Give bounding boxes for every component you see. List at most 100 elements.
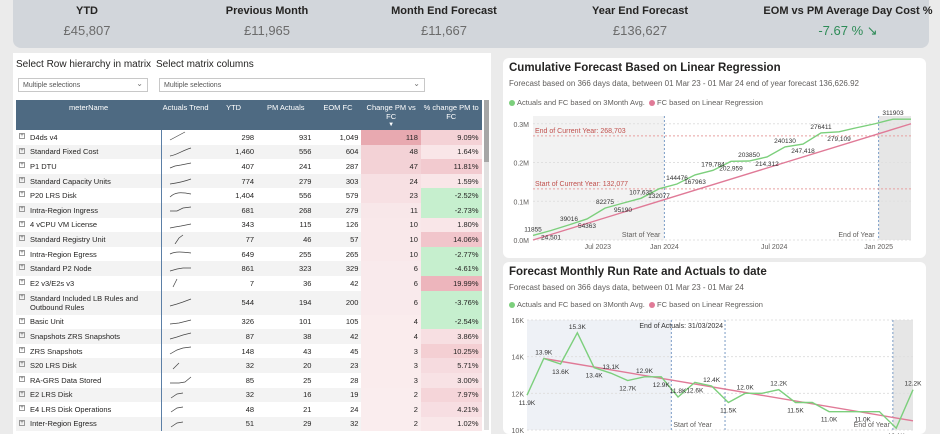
table-row[interactable]: + Basic Unit 326 101 105 4 -2.54% xyxy=(16,315,482,330)
meter-name-cell[interactable]: +4 vCPU VM License xyxy=(16,218,161,233)
scrollbar-thumb[interactable] xyxy=(484,100,489,162)
meter-name-cell[interactable]: + E2 LRS Disk xyxy=(16,388,161,403)
table-row[interactable]: + E2 v3/E2s v3 7 36 42 6 19.99% xyxy=(16,276,482,291)
table-row[interactable]: + E2 LRS Disk 32 16 19 2 7.97% xyxy=(16,388,482,403)
data-label: 13.6K xyxy=(552,369,570,376)
trend-sparkline-cell xyxy=(161,315,210,330)
col-header-change-pm-vs-fc[interactable]: Change PM vs FC ▼ xyxy=(361,100,420,130)
meter-name-cell[interactable]: + Standard Registry Unit xyxy=(16,232,161,247)
expand-icon[interactable]: + xyxy=(19,294,25,300)
end-current-year-label: End of Current Year: 268,703 xyxy=(535,128,626,135)
change-cell: 11 xyxy=(361,203,420,218)
expand-icon[interactable]: + xyxy=(19,235,25,241)
data-label: 12.0K xyxy=(737,384,755,391)
pct-change-cell: -4.61% xyxy=(421,261,482,276)
col-header-actuals-trend[interactable]: Actuals Trend xyxy=(161,100,210,130)
table-row[interactable]: + Standard Capacity Units 774 279 303 24 … xyxy=(16,174,482,189)
pct-change-cell: 1.02% xyxy=(421,417,482,432)
meter-name: E2 LRS Disk xyxy=(30,390,73,399)
kpi-previous-month[interactable]: Previous Month £11,965 xyxy=(177,0,357,38)
expand-icon[interactable]: + xyxy=(19,347,25,353)
table-row[interactable]: + P1 DTU 407 241 287 47 11.81% xyxy=(16,159,482,174)
matrix-scrollbar[interactable] xyxy=(484,100,489,430)
table-row[interactable]: + ZRS Snapshots 148 43 45 3 10.25% xyxy=(16,344,482,359)
kpi-value: £11,667 xyxy=(354,23,534,38)
table-row[interactable]: + D4ds v4 298 931 1,049 118 9.09% xyxy=(16,130,482,145)
data-label: 11.8K xyxy=(670,388,687,395)
meter-name-cell[interactable]: + Basic Unit xyxy=(16,315,161,330)
change-cell: 2 xyxy=(361,417,420,432)
table-row[interactable]: + E4 LRS Disk Operations 48 21 24 2 4.21% xyxy=(16,402,482,417)
table-row[interactable]: + Standard Fixed Cost 1,460 556 604 48 1.… xyxy=(16,145,482,160)
expand-icon[interactable]: + xyxy=(19,250,25,256)
expand-icon[interactable]: + xyxy=(19,318,25,324)
table-row[interactable]: + RA-GRS Data Stored 85 25 28 3 3.00% xyxy=(16,373,482,388)
table-row[interactable]: + P20 LRS Disk 1,404 556 579 23 -2.52% xyxy=(16,188,482,203)
meter-name-cell[interactable]: + E4 LRS Disk Operations xyxy=(16,402,161,417)
table-row[interactable]: + Intra-Region Egress 649 255 265 10 -2.7… xyxy=(16,247,482,262)
y-tick-label: 0.2M xyxy=(513,161,529,168)
meter-name-cell[interactable]: + Intra-Region Ingress xyxy=(16,203,161,218)
expand-icon[interactable]: + xyxy=(19,332,25,338)
expand-icon[interactable]: + xyxy=(19,391,25,397)
table-row[interactable]: + Standard Registry Unit 77 46 57 10 14.0… xyxy=(16,232,482,247)
meter-name-cell[interactable]: + RA-GRS Data Stored xyxy=(16,373,161,388)
meter-name-cell[interactable]: + Standard Fixed Cost xyxy=(16,145,161,160)
sparkline xyxy=(165,130,205,142)
col-header-metername[interactable]: meterName xyxy=(16,100,161,130)
ytd-cell: 544 xyxy=(210,291,257,315)
meter-name-cell[interactable]: + Inter-Region Egress xyxy=(16,417,161,432)
table-row[interactable]: + Standard P2 Node 861 323 329 6 -4.61% xyxy=(16,261,482,276)
meter-name-cell[interactable]: + Standard Included LB Rules and Outbound… xyxy=(16,291,161,315)
expand-icon[interactable]: + xyxy=(19,361,25,367)
expand-icon[interactable]: + xyxy=(19,279,25,285)
meter-name-cell[interactable]: + Standard P2 Node xyxy=(16,261,161,276)
expand-icon[interactable]: + xyxy=(19,420,25,426)
change-cell: 10 xyxy=(361,218,420,233)
pct-change-cell: 7.97% xyxy=(421,388,482,403)
meter-name-cell[interactable]: + S20 LRS Disk xyxy=(16,358,161,373)
expand-icon[interactable]: + xyxy=(19,376,25,382)
kpi-year-end-forecast[interactable]: Year End Forecast £136,627 xyxy=(550,0,730,38)
expand-icon[interactable]: + xyxy=(19,133,25,139)
meter-name-cell[interactable]: + D4ds v4 xyxy=(16,130,161,145)
meter-name-cell[interactable]: + Standard Capacity Units xyxy=(16,174,161,189)
start-current-year-label: Start of Current Year: 132,077 xyxy=(535,181,628,188)
expand-icon[interactable]: + xyxy=(19,191,25,197)
matrix-columns-slicer[interactable]: Multiple selections ⌄ xyxy=(159,78,425,92)
end-of-actuals-label: End of Actuals: 31/03/2024 xyxy=(639,323,723,330)
table-row[interactable]: + Inter-Region Egress 51 29 32 2 1.02% xyxy=(16,417,482,432)
table-row[interactable]: + Intra-Region Ingress 681 268 279 11 -2.… xyxy=(16,203,482,218)
table-row[interactable]: + Standard Included LB Rules and Outbound… xyxy=(16,291,482,315)
trend-sparkline-cell xyxy=(161,218,210,233)
y-tick-label: 16K xyxy=(512,318,525,325)
expand-icon[interactable]: + xyxy=(19,206,25,212)
kpi-eom-vs-pm[interactable]: EOM vs PM Average Day Cost % -7.67 % ↘ xyxy=(758,0,938,39)
meter-name-cell[interactable]: + Intra-Region Egress xyxy=(16,247,161,262)
expand-icon[interactable]: + xyxy=(19,405,25,411)
table-row[interactable]: + S20 LRS Disk 32 20 23 3 5.71% xyxy=(16,358,482,373)
meter-name-cell[interactable]: + Snapshots ZRS Snapshots xyxy=(16,329,161,344)
expand-icon[interactable]: + xyxy=(19,177,25,183)
col-header-ytd[interactable]: YTD xyxy=(210,100,257,130)
data-label: 11.5K xyxy=(720,408,737,415)
kpi-month-end-forecast[interactable]: Month End Forecast £11,667 xyxy=(354,0,534,38)
table-row[interactable]: + Snapshots ZRS Snapshots 87 38 42 4 3.86… xyxy=(16,329,482,344)
row-hierarchy-slicer[interactable]: Multiple selections ⌄ xyxy=(18,78,148,92)
col-header-pct-change[interactable]: % change PM to FC xyxy=(421,100,482,130)
trend-sparkline-cell xyxy=(161,358,210,373)
pm-actuals-cell: 556 xyxy=(257,145,314,160)
meter-name-cell[interactable]: + P1 DTU xyxy=(16,159,161,174)
expand-icon[interactable]: + xyxy=(19,221,25,227)
meter-name: E4 LRS Disk Operations xyxy=(30,405,111,414)
expand-icon[interactable]: + xyxy=(19,162,25,168)
col-header-eom-fc[interactable]: EOM FC xyxy=(314,100,361,130)
expand-icon[interactable]: + xyxy=(19,264,25,270)
meter-name-cell[interactable]: + P20 LRS Disk xyxy=(16,188,161,203)
table-row[interactable]: +4 vCPU VM License 343 115 126 10 1.80% xyxy=(16,218,482,233)
col-header-pm-actuals[interactable]: PM Actuals xyxy=(257,100,314,130)
meter-name-cell[interactable]: + ZRS Snapshots xyxy=(16,344,161,359)
expand-icon[interactable]: + xyxy=(19,148,25,154)
meter-name-cell[interactable]: + E2 v3/E2s v3 xyxy=(16,276,161,291)
kpi-ytd[interactable]: YTD £45,807 xyxy=(0,0,177,38)
